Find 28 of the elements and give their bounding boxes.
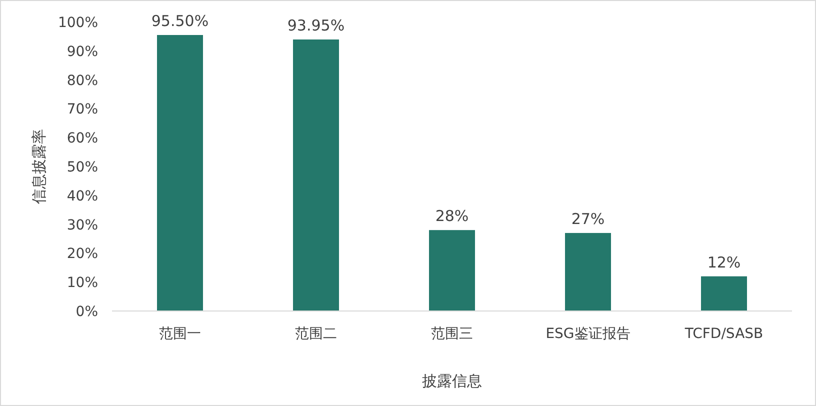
bar [157,35,203,311]
x-tick-label: 范围一 [159,326,201,342]
bar [293,39,339,311]
y-tick-label: 60% [66,130,98,147]
y-tick-label: 80% [66,72,98,89]
y-tick-label: 10% [66,275,98,292]
y-tick-label: 20% [66,246,98,262]
y-tick-label: 30% [66,217,98,234]
data-label: 12% [707,253,741,272]
x-tick-label: TCFD/SASB [684,326,764,342]
bar [429,230,475,311]
x-tick-label: 范围二 [295,326,337,342]
data-label: 93.95% [287,16,345,34]
y-tick-label: 70% [66,102,98,118]
x-tick-label: ESG鉴证报告 [546,326,630,342]
data-label: 27% [571,210,605,228]
y-axis-title: 信息披露率 [30,129,48,204]
bar [701,276,747,311]
y-tick-label: 40% [66,188,98,204]
y-tick-label: 100% [58,15,98,31]
x-tick-label: 范围三 [431,326,473,342]
y-tick-label: 0% [76,304,98,320]
x-axis-title: 披露信息 [422,372,482,390]
y-tick-label: 90% [66,44,98,60]
data-label: 28% [435,207,469,226]
y-tick-label: 50% [66,160,98,176]
bar [565,232,611,311]
data-label: 95.50% [151,12,209,30]
